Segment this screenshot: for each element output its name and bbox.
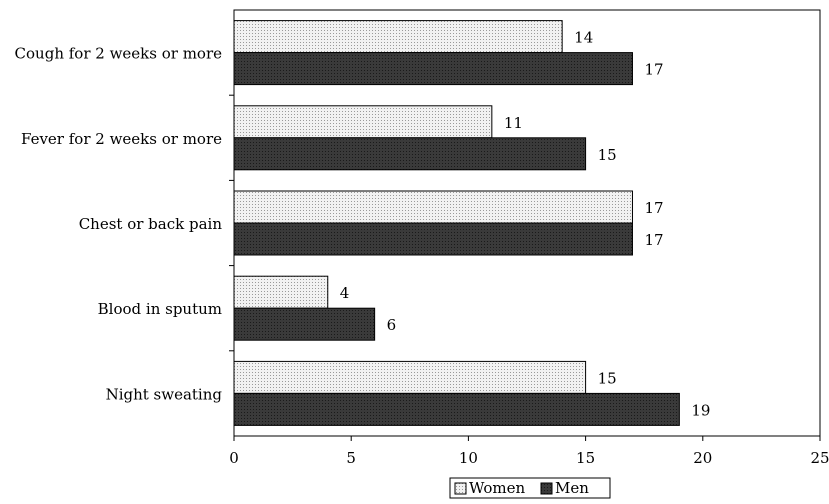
bar-men [233,52,633,86]
legend-swatch-women [454,482,467,495]
bar-men [233,307,376,341]
data-label: 17 [644,199,663,217]
legend-label-women: Women [469,479,526,497]
data-label: 15 [598,369,617,387]
bar-women [233,275,329,309]
bar-women [233,105,493,139]
x-tick-label: 0 [229,449,239,467]
x-tick-label: 10 [459,449,478,467]
bar-men [233,137,587,171]
category-label: Cough for 2 weeks or more [15,45,223,63]
plot-area: 14 17 Cough for 2 weeks or more 11 15 Fever f… [15,9,829,499]
bar-women [233,20,563,54]
data-label: 17 [644,61,663,79]
data-label: 17 [644,231,663,249]
bar-men [233,222,633,256]
data-label: 14 [574,29,593,47]
bar-women [233,190,633,224]
x-tick-label: 15 [576,449,595,467]
data-label: 11 [504,114,523,132]
legend-box [449,477,611,499]
data-label: 15 [598,146,617,164]
data-label: 6 [387,316,397,334]
legend-label-men: Men [555,479,589,497]
x-tick-label: 20 [693,449,712,467]
legend-swatch-men [540,482,553,495]
category-label: Fever for 2 weeks or more [21,130,222,148]
legend: Women Men [449,477,611,499]
category-label: Chest or back pain [79,215,223,233]
bar-men [233,392,680,426]
x-tick-label: 5 [346,449,356,467]
bar-women [233,360,587,394]
x-tick-label: 25 [810,449,829,467]
data-label: 19 [691,401,710,419]
data-label: 4 [340,284,350,302]
category-label: Blood in sputum [98,300,222,318]
category-label: Night sweating [106,385,223,403]
